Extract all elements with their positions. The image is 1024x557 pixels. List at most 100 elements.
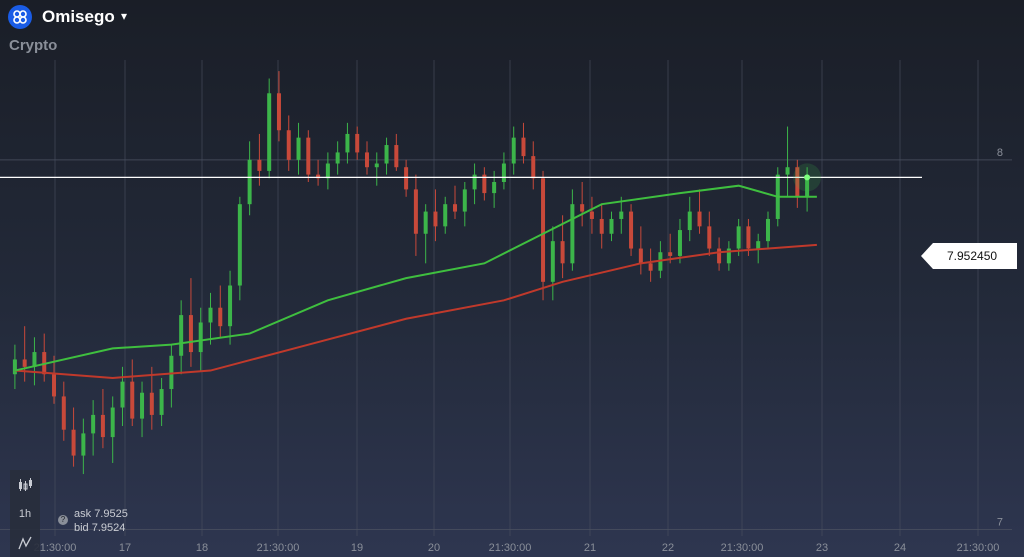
candle-body	[443, 204, 448, 227]
indicators-icon[interactable]	[10, 528, 40, 557]
candle-body	[267, 93, 272, 171]
candle-body	[668, 252, 673, 256]
candle-body	[374, 163, 379, 168]
ask-label: ask	[74, 508, 92, 520]
candle-body	[726, 248, 731, 264]
y-tick-label: 8	[997, 147, 1003, 159]
x-tick-label: 23	[816, 542, 828, 554]
candle-body	[71, 429, 76, 456]
candle-body	[345, 133, 350, 153]
candle-body	[629, 211, 634, 249]
candle-body	[228, 285, 233, 327]
timeframe-button[interactable]: 1h	[18, 507, 32, 520]
x-tick-label: 19	[351, 542, 363, 554]
candle-body	[159, 389, 164, 415]
live-dot	[804, 174, 811, 181]
candle-body	[677, 230, 682, 256]
current-price-value: 7.952450	[933, 243, 1017, 269]
candle-body	[335, 152, 340, 164]
candle-body	[550, 241, 555, 282]
ask-quote: ask 7.9525	[74, 507, 128, 521]
asset-category: Crypto	[9, 37, 58, 54]
candle-body	[149, 392, 154, 415]
quote-panel: ? ask 7.9525 bid 7.9524	[58, 507, 128, 535]
x-tick-label: 21:30:00	[489, 542, 532, 554]
candle-body	[208, 307, 213, 323]
chart-toolbar: 1h	[10, 470, 40, 557]
candle-body	[638, 248, 643, 264]
candle-body	[364, 152, 369, 168]
candle-body	[453, 204, 458, 212]
candle-body	[423, 211, 428, 234]
info-icon[interactable]: ?	[58, 515, 68, 525]
candle-body	[433, 211, 438, 227]
candle-body	[707, 226, 712, 249]
candle-body	[22, 359, 27, 367]
candle-body	[609, 218, 614, 234]
candle-body	[697, 211, 702, 227]
candle-body	[765, 218, 770, 242]
candle-body	[218, 307, 223, 327]
price-tag-arrow	[921, 243, 933, 269]
omisego-logo-icon[interactable]	[8, 5, 32, 29]
x-tick-label: 21	[584, 542, 596, 554]
candle-body	[589, 211, 594, 219]
candle-body	[81, 433, 86, 456]
candle-body	[805, 178, 810, 197]
moving-average-slow	[14, 243, 817, 379]
candle-body	[472, 174, 477, 190]
candle-body	[120, 381, 125, 408]
candle-body	[560, 241, 565, 264]
ask-value: 7.9525	[94, 508, 128, 520]
moving-average-fast	[14, 184, 817, 372]
x-tick-label: 24	[894, 542, 906, 554]
candle-body	[316, 174, 321, 179]
candle-body	[501, 163, 506, 182]
candle-body	[394, 145, 399, 168]
candle-body	[619, 211, 624, 219]
candle-body	[795, 167, 800, 197]
candle-body	[169, 355, 174, 390]
candle-body	[746, 226, 751, 249]
candle-body	[32, 352, 37, 367]
x-tick-label: 22	[662, 542, 674, 554]
candle-body	[130, 381, 135, 419]
candle-body	[404, 167, 409, 190]
chevron-down-icon[interactable]: ▾	[121, 9, 128, 23]
x-tick-label: 21:30:00	[257, 542, 300, 554]
candle-body	[100, 414, 105, 438]
candle-body	[580, 204, 585, 212]
candle-body	[286, 130, 291, 160]
candle-body	[531, 156, 536, 179]
bid-label: bid	[74, 522, 89, 534]
candle-body	[462, 189, 467, 212]
candle-body	[492, 182, 497, 194]
asset-name[interactable]: Omisego	[42, 7, 115, 26]
candle-body	[599, 218, 604, 234]
candle-body	[736, 226, 741, 249]
y-tick-label: 7	[997, 517, 1003, 529]
candle-body	[648, 263, 653, 271]
candle-body	[355, 133, 360, 153]
x-tick-label: 21:30:00	[957, 542, 1000, 554]
bid-quote: bid 7.9524	[74, 521, 128, 535]
candle-body	[296, 137, 301, 160]
x-tick-label: 17	[119, 542, 131, 554]
candle-body	[325, 163, 330, 179]
candle-body	[306, 137, 311, 175]
candle-body	[12, 359, 17, 375]
candle-body	[687, 211, 692, 231]
x-tick-label: 21:30:00	[34, 542, 77, 554]
candle-body	[237, 204, 242, 286]
x-tick-label: 21:30:00	[721, 542, 764, 554]
candlestick-icon[interactable]	[10, 470, 40, 499]
candle-body	[188, 315, 193, 353]
candle-body	[140, 392, 145, 419]
candle-body	[413, 189, 418, 234]
candle-body	[52, 374, 57, 397]
candle-body	[511, 137, 516, 164]
x-tick-label: 18	[196, 542, 208, 554]
bid-value: 7.9524	[91, 522, 126, 534]
candle-body	[61, 396, 66, 430]
